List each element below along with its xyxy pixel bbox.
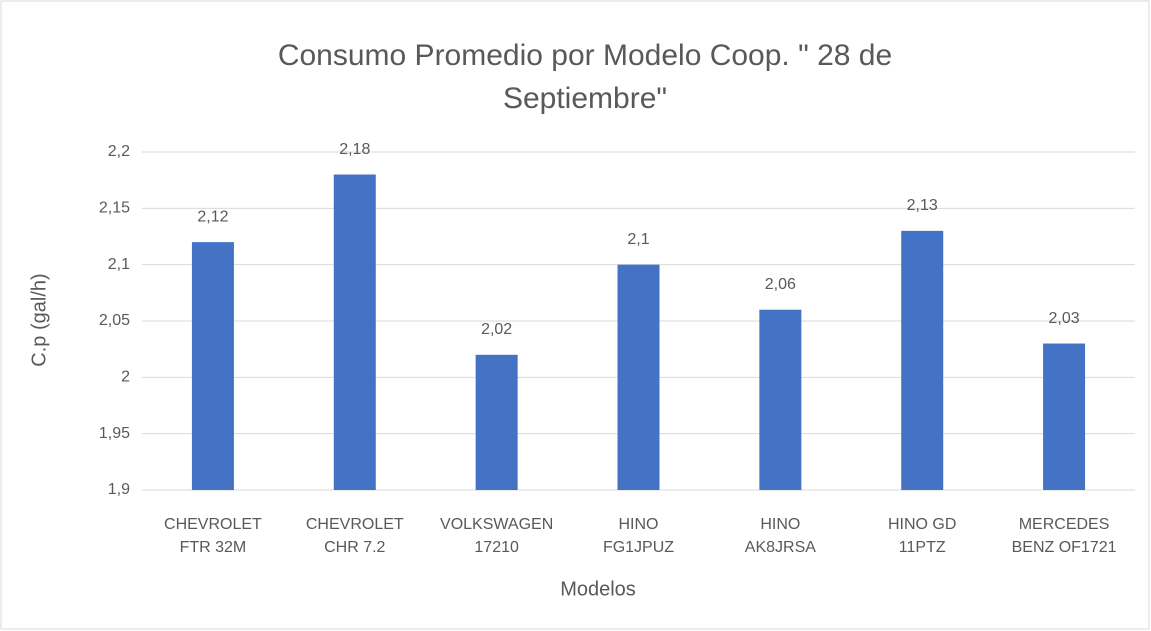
- x-tick-label: CHEVROLET CHR 7.2: [306, 516, 404, 556]
- x-axis-title: Modelos: [560, 578, 636, 600]
- bar: [1043, 343, 1086, 490]
- y-tick-label: 1,95: [99, 425, 130, 442]
- value-label: 2,18: [339, 141, 370, 158]
- x-tick-label: HINO AK8JRSA: [745, 516, 816, 556]
- y-tick-label: 1,9: [108, 481, 130, 498]
- bar: [191, 242, 234, 490]
- value-label: 2,1: [627, 231, 649, 248]
- value-label: 2,02: [481, 321, 512, 338]
- value-label: 2,06: [765, 276, 796, 293]
- y-tick-label: 2,2: [108, 143, 130, 160]
- y-tick-label: 2: [121, 369, 130, 386]
- y-tick-label: 2,05: [99, 312, 130, 329]
- bar: [759, 309, 802, 490]
- y-tick-label: 2,15: [99, 200, 130, 217]
- x-tick-label: HINO FG1JPUZ: [603, 516, 674, 556]
- x-tick-label: VOLKSWAGEN 17210: [440, 516, 553, 556]
- y-axis-title: C.p (gal/h): [28, 273, 50, 366]
- x-tick-label: MERCEDES BENZ OF1721: [1012, 516, 1117, 556]
- bar: [333, 174, 376, 491]
- y-tick-label: 2,1: [108, 256, 130, 273]
- bar: [901, 230, 944, 490]
- bar: [617, 264, 660, 490]
- x-tick-label: CHEVROLET FTR 32M: [164, 516, 262, 556]
- chart-title: Consumo Promedio por Modelo Coop. " 28 d…: [278, 39, 892, 115]
- value-label: 2,12: [197, 208, 228, 225]
- value-label: 2,13: [907, 197, 938, 214]
- x-tick-label: HINO GD 11PTZ: [888, 516, 956, 556]
- bar: [475, 354, 518, 490]
- value-label: 2,03: [1049, 310, 1080, 327]
